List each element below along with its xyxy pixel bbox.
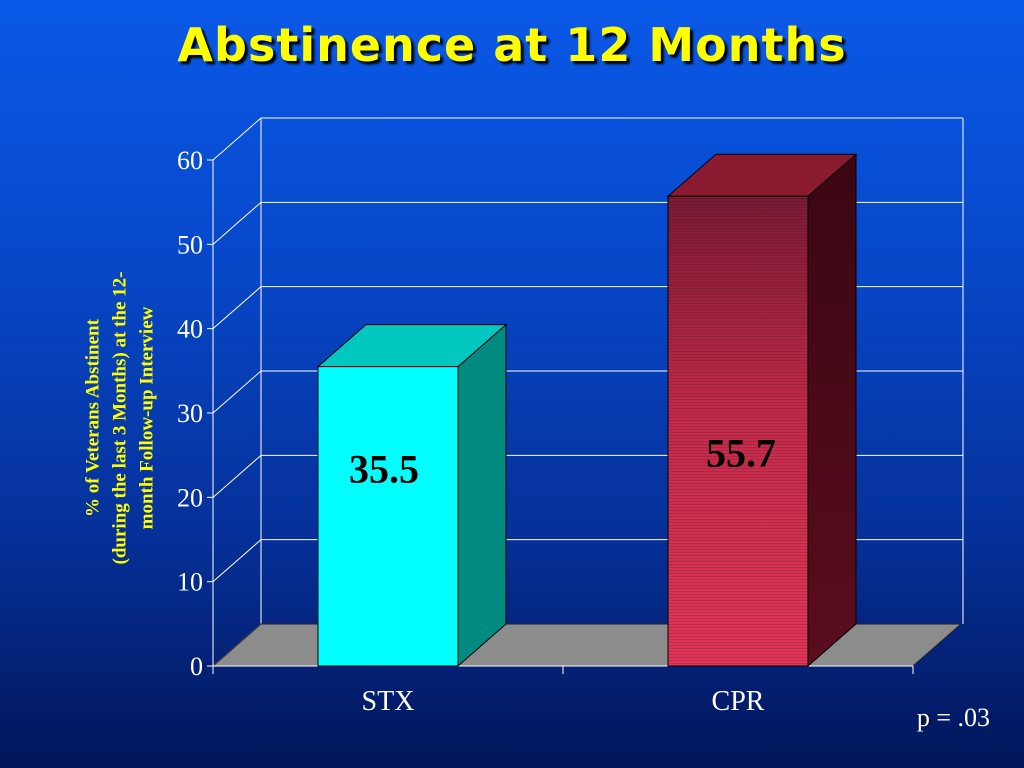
slide-number: 36 [916,712,932,729]
data-label-cpr: 55.7 [706,430,776,475]
side-gridline-10 [212,539,262,583]
side-gridline-30 [212,370,262,414]
y-tick-label-0: 0 [190,652,203,681]
side-gridline-20 [212,454,262,498]
data-label-stx: 35.5 [349,447,419,492]
y-tick-label-40: 40 [177,315,203,344]
y-tick-label-60: 60 [177,146,203,175]
y-tick-label-20: 20 [177,483,203,512]
bar-texture-cpr [668,196,808,666]
y-tick-label-50: 50 [177,230,203,259]
p-value-annotation: p = .03 [916,703,990,732]
slide-title: Abstinence at 12 Months [177,18,847,72]
side-gridline-50 [212,201,262,245]
y-tick-label-30: 30 [177,399,203,428]
bar-side-stx [457,323,507,668]
bar-stx [317,366,459,667]
bar-side-cpr [807,153,857,668]
x-tick-label-stx: STX [362,686,415,717]
y-tick-label-10: 10 [177,568,203,597]
side-gridline-60 [212,117,262,161]
side-gridline-40 [212,286,262,330]
x-tick-label-cpr: CPR [712,686,765,717]
